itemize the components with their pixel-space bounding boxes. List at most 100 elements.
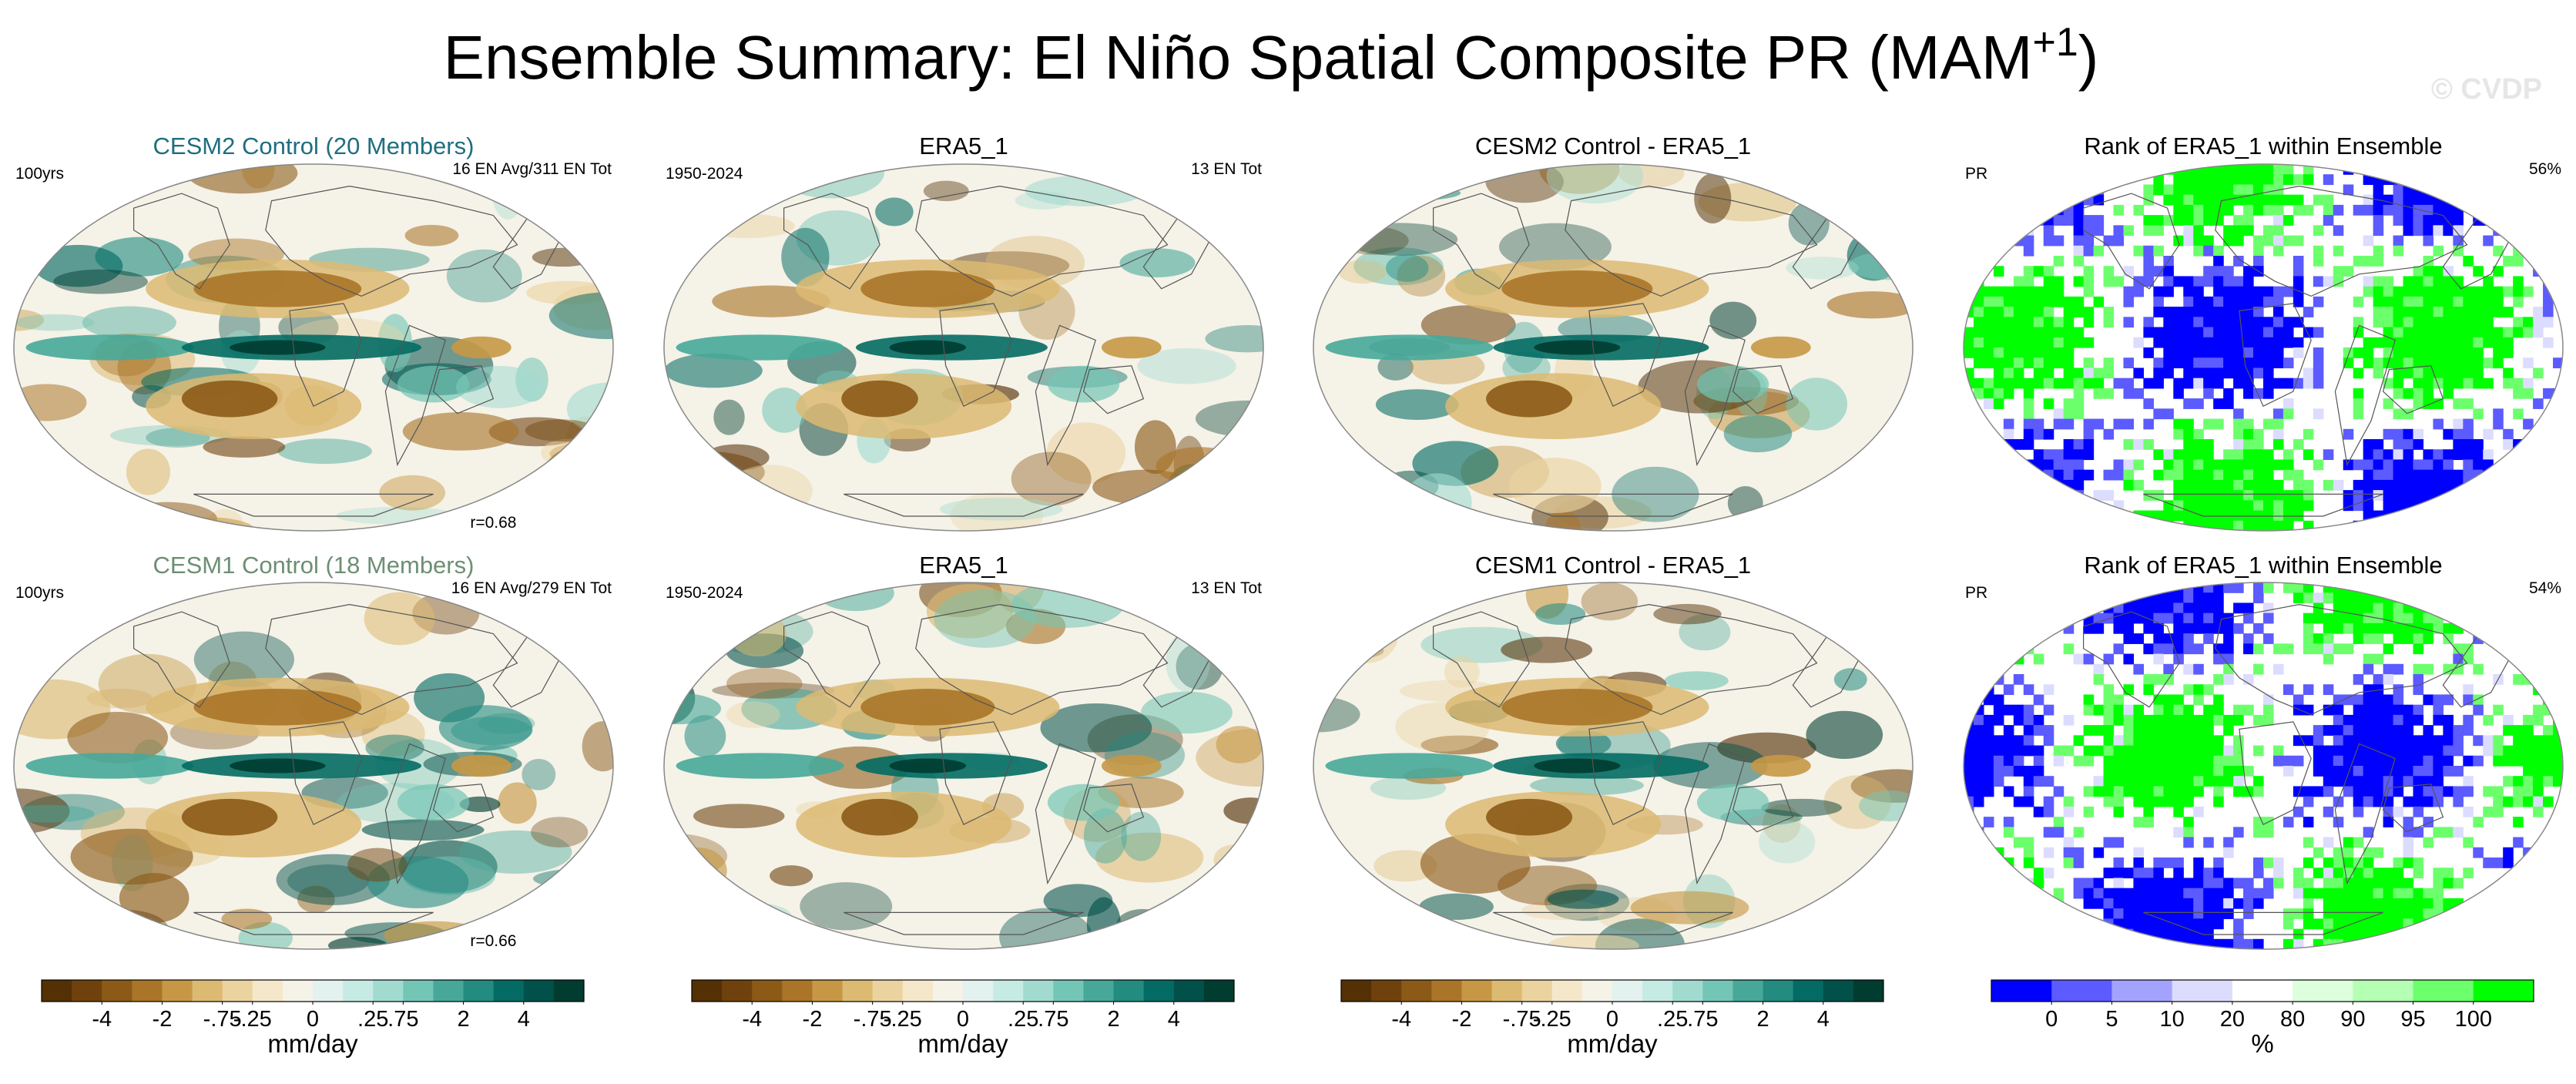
rank-cell [1993,174,2004,186]
field-anomaly [1419,893,1494,920]
rank-cell [2073,225,2085,237]
rank-cell [2523,378,2534,389]
rank-cell [2403,194,2414,206]
colorbar-swatch [1461,980,1493,1002]
rank-cell [2493,164,2504,175]
rank-cell [2023,938,2034,949]
coastline [783,611,880,708]
rank-cell [2293,439,2304,450]
rank-cell [2363,786,2374,797]
rank-cell [2443,602,2454,614]
rank-cell [2343,725,2354,736]
field-anomaly [397,365,470,403]
rank-cell [2393,786,2404,797]
rank-cell [2193,378,2204,389]
rank-cell [2063,847,2075,858]
rank-cell [2133,367,2144,379]
rank-cell [1964,857,1974,868]
rank-cell [2423,459,2434,471]
rank-cell [2063,745,2075,757]
rank-cell [2413,367,2424,379]
rank-cell [1983,714,1994,726]
field-anomaly [1313,208,1381,227]
rank-cell [2113,520,2125,531]
rank-cell [2263,378,2274,389]
rank-cell [2453,418,2464,430]
rank-cell [2272,663,2284,675]
rank-cell [2513,888,2524,899]
field-anomaly [548,292,613,340]
coastline [384,324,446,467]
rank-cell [2173,194,2184,206]
rank-cell [1993,296,2004,307]
rank-cell [2433,735,2444,747]
rank-cell [2453,174,2464,186]
rank-cell [2433,623,2444,634]
rank-cell [2243,428,2254,440]
rank-cell [2272,428,2284,440]
rank-cell [1983,745,1994,757]
rank-cell [2123,357,2135,369]
rank-cell [2373,653,2384,665]
rank-cell [2153,776,2164,787]
colorbar-tick-label: -.25 [1533,1007,1571,1032]
rank-cell [2253,164,2264,175]
rank-cell [2213,888,2224,899]
rank-cell [2373,623,2384,634]
rank-cell [2183,357,2194,369]
rank-cell [2023,796,2034,807]
rank-cell [2183,418,2194,430]
rank-cell [2503,367,2514,379]
field-anomaly [193,689,362,726]
rank-cell [2123,745,2135,757]
rank-cell [1973,643,1984,655]
rank-cell [2373,164,2384,175]
rank-cell [2413,204,2424,216]
rank-cell [2153,612,2164,624]
rank-cell [1973,266,1984,277]
rank-cell [2493,469,2504,481]
rank-cell [2433,296,2444,307]
rank-cell [2283,766,2294,777]
rank-cell [2393,714,2404,726]
rank-cell [2533,806,2544,817]
rank-cell [2423,276,2434,287]
rank-cell [2513,928,2524,940]
rank-cell [2223,500,2234,512]
rank-cell [1964,439,1974,450]
rank-cell [2223,714,2234,726]
rank-cell [2183,623,2194,634]
rank-cell [2433,602,2444,614]
rank-cell [2353,459,2364,471]
rank-cell [2453,766,2464,777]
rank-cell [2093,663,2105,675]
rank-cell [2423,479,2434,491]
rank-cell [2363,235,2374,247]
rank-cell [2043,296,2054,307]
field-anomaly [693,804,785,829]
rank-cell [2253,888,2264,899]
rank-cell [2393,490,2404,501]
field-anomaly [1156,447,1243,485]
rank-cell [1993,602,2004,614]
rank-cell [2333,898,2344,909]
rank-cell [2103,714,2115,726]
rank-cell [2013,735,2024,747]
rank-cell [2423,766,2434,777]
rank-cell [2233,459,2244,471]
rank-cell [2043,225,2054,237]
rank-cell [2443,347,2454,358]
colorbar-swatch [1341,980,1372,1002]
field-anomaly [1340,169,1394,213]
rank-cell [2163,766,2174,777]
coastline [133,611,230,708]
rank-cell [2523,490,2534,501]
rank-cell [2163,357,2174,369]
rank-cell [2313,245,2324,257]
rank-cell [2443,184,2454,196]
rank-cell [2063,510,2075,522]
rank-cell [2473,194,2484,206]
rank-cell [2513,276,2524,287]
rank-cell [2053,827,2064,838]
rank-cell [2243,286,2254,297]
